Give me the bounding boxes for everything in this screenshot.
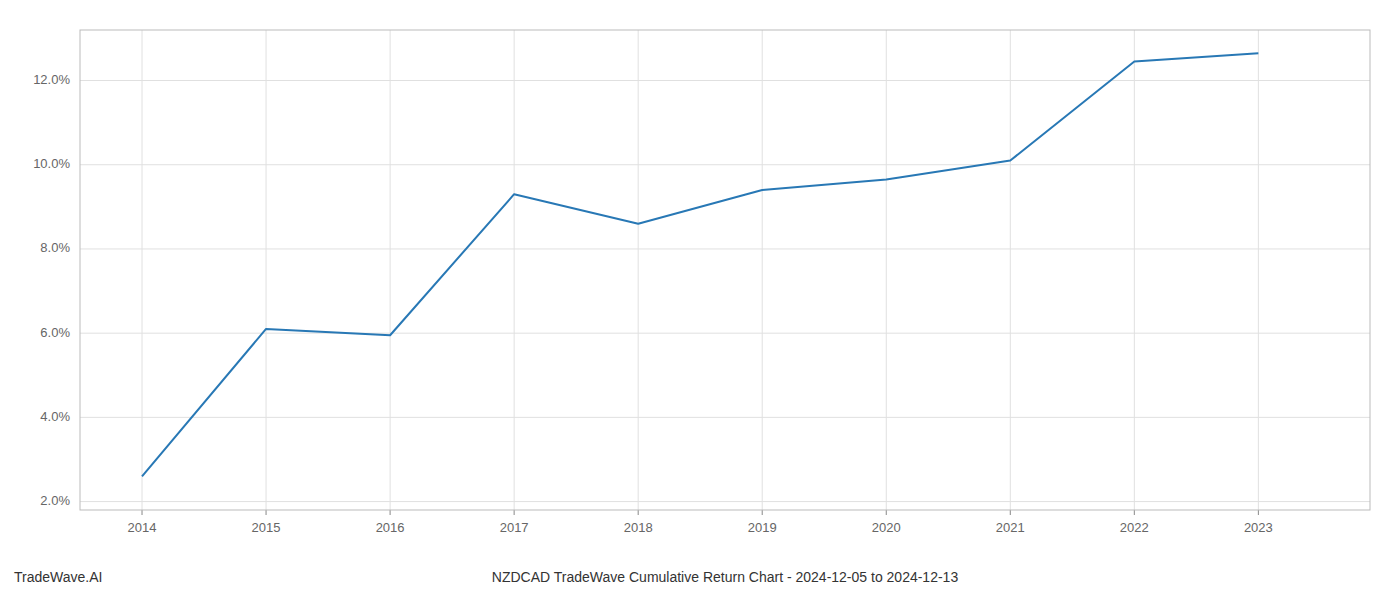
x-tick-mark bbox=[762, 510, 763, 515]
x-grid-line bbox=[638, 30, 639, 510]
x-grid-line bbox=[514, 30, 515, 510]
y-grid-line bbox=[80, 164, 1370, 165]
plot-frame bbox=[80, 30, 1370, 510]
x-tick-mark bbox=[390, 510, 391, 515]
y-tick-label: 12.0% bbox=[33, 72, 70, 87]
y-grid-line bbox=[80, 501, 1370, 502]
y-grid-line bbox=[80, 333, 1370, 334]
x-tick-label: 2018 bbox=[624, 520, 653, 535]
x-tick-label: 2016 bbox=[376, 520, 405, 535]
y-tick-label: 4.0% bbox=[40, 409, 70, 424]
y-tick-label: 10.0% bbox=[33, 156, 70, 171]
axes: 2.0% 4.0% 6.0% 8.0% 10.0% 12.0% 2014 2015 2016 20… bbox=[33, 30, 1370, 535]
y-tick-label: 6.0% bbox=[40, 325, 70, 340]
x-tick-label: 2023 bbox=[1244, 520, 1273, 535]
x-tick-mark bbox=[514, 510, 515, 515]
title: NZDCAD TradeWave Cumulative Return Chart… bbox=[492, 569, 959, 585]
y-tick-label: 8.0% bbox=[40, 240, 70, 255]
x-grid-line bbox=[390, 30, 391, 510]
x-tick-mark bbox=[638, 510, 639, 515]
x-tick-label: 2017 bbox=[500, 520, 529, 535]
grid bbox=[80, 30, 1370, 510]
line bbox=[142, 53, 1258, 476]
x-grid-line bbox=[1134, 30, 1135, 510]
x-tick-label: 2014 bbox=[128, 520, 157, 535]
x-tick-label: 2021 bbox=[996, 520, 1025, 535]
chart-container: 2.0% 4.0% 6.0% 8.0% 10.0% 12.0% 2014 2015 2016 20… bbox=[0, 0, 1400, 600]
watermark: TradeWave.AI bbox=[14, 569, 102, 585]
y-grid-line bbox=[80, 80, 1370, 81]
x-grid-line bbox=[762, 30, 763, 510]
x-tick-mark bbox=[142, 510, 143, 515]
x-tick-label: 2022 bbox=[1120, 520, 1149, 535]
x-tick-label: 2019 bbox=[748, 520, 777, 535]
x-tick-mark bbox=[886, 510, 887, 515]
x-tick-mark bbox=[1258, 510, 1259, 515]
series-group bbox=[142, 53, 1258, 476]
x-grid-line bbox=[886, 30, 887, 510]
x-tick-mark bbox=[266, 510, 267, 515]
x-tick-mark bbox=[1134, 510, 1135, 515]
x-tick-label: 2015 bbox=[252, 520, 281, 535]
x-tick-mark bbox=[1010, 510, 1011, 515]
x-grid-line bbox=[142, 30, 143, 510]
y-grid-line bbox=[80, 248, 1370, 249]
x-grid-line bbox=[1258, 30, 1259, 510]
y-grid-line bbox=[80, 417, 1370, 418]
y-tick-label: 2.0% bbox=[40, 493, 70, 508]
x-grid-line bbox=[1010, 30, 1011, 510]
x-grid-line bbox=[266, 30, 267, 510]
chart-svg: 2.0% 4.0% 6.0% 8.0% 10.0% 12.0% 2014 2015 2016 20… bbox=[0, 0, 1400, 600]
x-tick-label: 2020 bbox=[872, 520, 901, 535]
page: {"chart_data": {"type": "line", "title":… bbox=[0, 0, 1400, 600]
